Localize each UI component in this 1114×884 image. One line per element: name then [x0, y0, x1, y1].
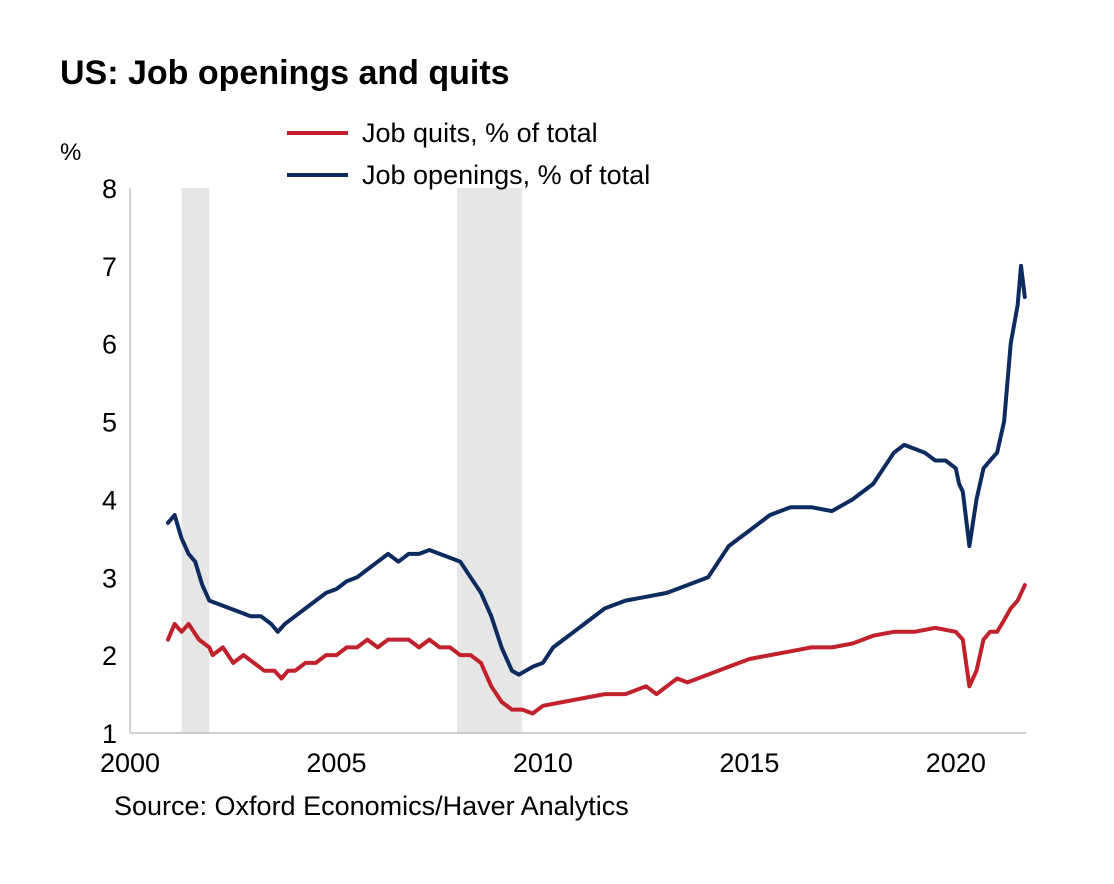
- y-tick-label-3: 3: [102, 563, 117, 593]
- legend-label-openings: Job openings, % of total: [362, 160, 650, 190]
- y-tick-label-8: 8: [102, 174, 117, 204]
- legend-label-quits: Job quits, % of total: [362, 118, 598, 148]
- y-tick-label-5: 5: [102, 408, 117, 438]
- x-tick-label-2015: 2015: [719, 748, 779, 778]
- tick-labels: 1 2 3 4 5 6 7 8 2000 2005 2010 2015 2020: [100, 174, 986, 778]
- x-tick-label-2005: 2005: [306, 748, 366, 778]
- chart-title: US: Job openings and quits: [60, 54, 510, 92]
- y-tick-label-2: 2: [102, 641, 117, 671]
- y-axis-unit-label: %: [60, 139, 82, 166]
- recession-band-0: [181, 188, 210, 733]
- axes: [129, 188, 1026, 734]
- x-tick-label-2010: 2010: [513, 748, 573, 778]
- x-tick-label-2020: 2020: [926, 748, 986, 778]
- y-tick-label-4: 4: [102, 485, 117, 515]
- x-tick-label-2000: 2000: [100, 748, 160, 778]
- legend: Job quits, % of total Job openings, % of…: [287, 118, 650, 190]
- series-line-0: [166, 583, 1027, 716]
- series-line-1: [166, 263, 1027, 677]
- y-tick-label-6: 6: [102, 330, 117, 360]
- source-note: Source: Oxford Economics/Haver Analytics: [114, 791, 629, 821]
- y-tick-label-1: 1: [102, 719, 117, 749]
- y-tick-label-7: 7: [102, 252, 117, 282]
- recession-shading: [181, 188, 523, 733]
- recession-band-1: [457, 188, 523, 733]
- series-lines: [166, 263, 1027, 716]
